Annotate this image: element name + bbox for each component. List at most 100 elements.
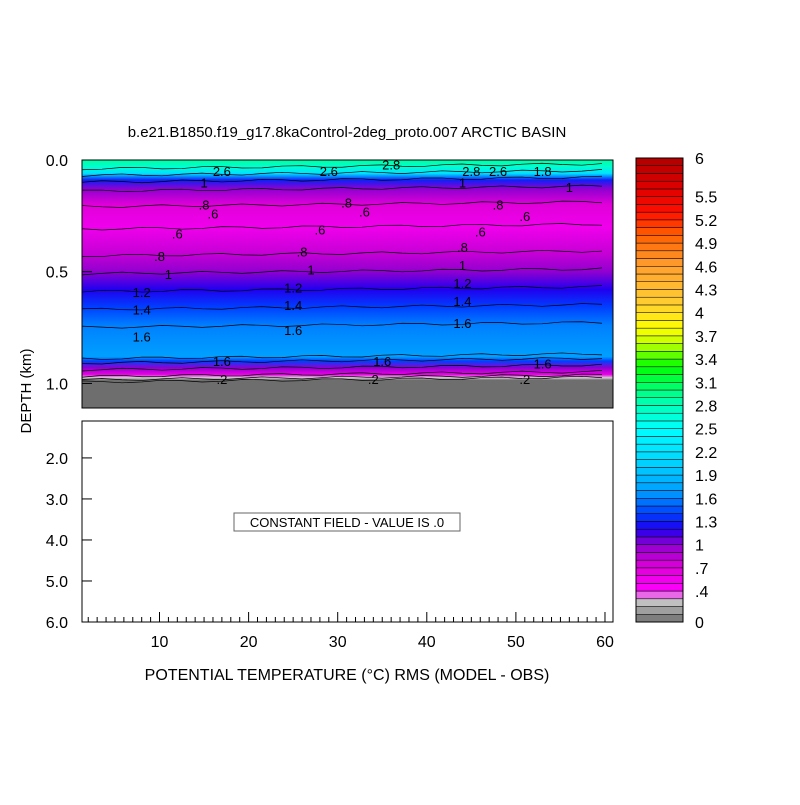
colorbar-box xyxy=(635,366,684,375)
contour-label: 1.2 xyxy=(453,276,471,291)
y-axis-label: DEPTH (km) xyxy=(18,349,35,434)
contour-label: .6 xyxy=(172,227,183,242)
colorbar-box xyxy=(635,188,684,197)
y-tick-label: 6.0 xyxy=(46,615,68,632)
colorbar-box xyxy=(635,397,684,406)
colorbar-box xyxy=(635,157,684,166)
colorbar-box xyxy=(635,258,684,267)
colorbar-box xyxy=(635,498,684,507)
upper-panel: 2.82.6 2.8 2.62.6 1.81 1 1.8.6.8.6.8.6.6.6.6.… xyxy=(81,159,614,409)
colorbar-box xyxy=(635,436,684,445)
colorbar-box xyxy=(635,351,684,360)
colorbar-box xyxy=(635,474,684,484)
colorbar-box xyxy=(635,204,684,213)
contour-label: .6 xyxy=(519,209,530,224)
colorbar-box xyxy=(635,405,684,414)
contour-label: 1 xyxy=(459,175,466,190)
contour-label: 1.2 xyxy=(133,285,151,300)
x-axis-label: POTENTIAL TEMPERATURE (°C) RMS (MODEL - … xyxy=(145,667,550,684)
colorbar-box xyxy=(635,513,684,522)
x-tick-label: 20 xyxy=(240,634,258,651)
contour-line xyxy=(82,285,603,293)
contour-line xyxy=(82,363,603,372)
colorbar-box xyxy=(635,320,684,329)
x-tick-label: 30 xyxy=(329,634,347,651)
colorbar-box xyxy=(635,382,684,391)
contour-label: .6 xyxy=(359,204,370,219)
colorbar: 0 .4 .7 1 1.3 1.6 1.9 2.2 2.5 2.8 3.1 3.4 3.7 4 4.3 4.6… xyxy=(635,151,717,632)
colorbar-label: .4 xyxy=(695,584,708,601)
colorbar-label: 3.1 xyxy=(695,375,717,392)
colorbar-box xyxy=(635,428,684,437)
contour-line xyxy=(82,175,603,184)
colorbar-label: 2.8 xyxy=(695,398,717,415)
annotation-box xyxy=(233,512,461,532)
colorbar-label: 1.6 xyxy=(695,491,717,508)
contour-label: .8 xyxy=(199,198,210,213)
colorbar-box xyxy=(635,242,684,252)
colorbar-box xyxy=(635,598,684,607)
colorbar-label: 1.9 xyxy=(695,468,717,485)
colorbar-box xyxy=(635,289,684,298)
contour-line xyxy=(82,162,603,171)
colorbar-box xyxy=(635,552,684,561)
colorbar-box xyxy=(635,196,684,205)
colorbar-box xyxy=(635,614,684,623)
colorbar-box xyxy=(635,467,684,476)
colorbar-box xyxy=(635,211,684,221)
colorbar-label: 4.6 xyxy=(695,259,717,276)
colorbar-box xyxy=(635,343,684,352)
chart-title: b.e21.B1850.f19_g17.8kaControl-2deg_prot… xyxy=(128,124,567,141)
contour-label: 1.2 xyxy=(284,280,302,295)
colorbar-box xyxy=(635,521,684,530)
colorbar-label: 6 xyxy=(695,151,704,168)
colorbar-frame xyxy=(635,157,684,623)
colorbar-box xyxy=(635,567,684,576)
contour-line xyxy=(82,357,603,365)
colorbar-box xyxy=(635,374,684,383)
colorbar-box xyxy=(635,575,684,584)
contour-label: .8 xyxy=(493,198,504,213)
colorbar-label: 3.7 xyxy=(695,329,717,346)
contour-label: .6 xyxy=(208,207,219,222)
contour-line xyxy=(82,184,603,192)
contour-label: .8 xyxy=(297,245,308,260)
contour-line xyxy=(82,267,603,276)
colorbar-box xyxy=(635,312,684,321)
x-tick-label: 50 xyxy=(507,634,525,651)
lower-panel: CONSTANT FIELD - VALUE IS .0 xyxy=(81,420,614,623)
colorbar-label: 0 xyxy=(695,615,704,632)
colorbar-box xyxy=(635,358,684,368)
contour-line xyxy=(82,223,603,231)
constant-field-annotation: CONSTANT FIELD - VALUE IS .0 xyxy=(250,515,444,530)
y-tick-label: 1.0 xyxy=(46,376,68,393)
contour-label: 1.6 xyxy=(213,354,231,369)
contour-label: 2.6 xyxy=(320,164,338,179)
x-tick-label: 60 xyxy=(596,634,614,651)
contour-label: 1.6 xyxy=(284,323,302,338)
contour-label: 1.6 xyxy=(133,330,151,345)
colorbar-box xyxy=(635,180,684,190)
upper-panel-frame xyxy=(81,159,614,409)
y-tick-label: 0.0 xyxy=(46,153,68,170)
colorbar-label: 5.2 xyxy=(695,213,717,230)
contour-line xyxy=(82,169,603,177)
y-tick-label: 2.0 xyxy=(46,451,68,468)
contour-label: 1 xyxy=(307,262,314,277)
colorbar-box xyxy=(635,490,684,499)
colorbar-box xyxy=(635,590,684,600)
colorbar-box xyxy=(635,583,684,592)
contour-label: .8 xyxy=(341,195,352,210)
colorbar-box xyxy=(635,266,684,275)
colorbar-label: 2.2 xyxy=(695,445,717,462)
contour-label: 1.6 xyxy=(373,354,391,369)
contour-label: 1.4 xyxy=(453,294,471,309)
contour-label: .2 xyxy=(519,372,530,387)
colorbar-box xyxy=(635,420,684,429)
contour-label: 1 xyxy=(200,175,207,190)
colorbar-box xyxy=(635,528,684,538)
colorbar-box xyxy=(635,544,684,553)
colorbar-box xyxy=(635,389,684,398)
colorbar-box xyxy=(635,559,684,569)
contour-label: .2 xyxy=(368,372,379,387)
